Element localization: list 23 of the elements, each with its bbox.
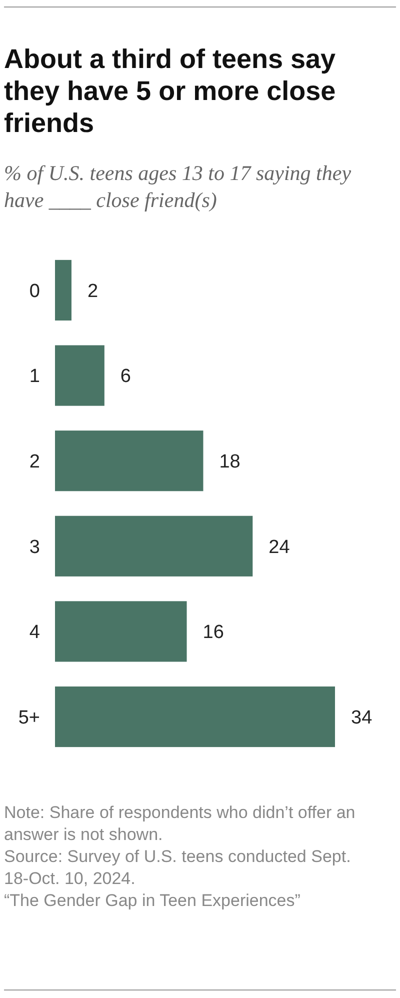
data-label: 16 <box>202 622 224 644</box>
bar <box>55 260 72 321</box>
data-label: 2 <box>87 280 98 302</box>
chart-subtitle: % of U.S. teens ages 13 to 17 saying they have ____ close friend(s) <box>4 161 352 212</box>
y-tick-label: 1 <box>29 366 40 388</box>
data-label: 34 <box>351 707 373 728</box>
source-note: Source: Survey of U.S. teens conducted Sept. 18-Oct. 10, 2024. <box>4 847 351 888</box>
bar <box>55 686 335 748</box>
text: Note: Share of respondents who didn’t offer an answer is not shown. <box>4 803 356 844</box>
y-tick-label: 5+ <box>18 707 40 728</box>
bar <box>55 345 104 406</box>
bar <box>55 601 187 662</box>
data-label: 24 <box>268 536 290 558</box>
chart-title: About a third of teens say they have 5 or more close friends <box>4 44 336 138</box>
y-tick-label: 4 <box>29 622 40 644</box>
bar <box>55 430 204 492</box>
y-tick-label: 3 <box>29 536 40 558</box>
data-label: 6 <box>120 366 131 388</box>
y-tick-label: 0 <box>29 280 40 302</box>
bar <box>55 516 253 576</box>
y-tick-label: 2 <box>29 451 40 472</box>
text: “The Gender Gap in Teen Experiences” <box>4 891 301 910</box>
data-label: 18 <box>219 451 240 472</box>
